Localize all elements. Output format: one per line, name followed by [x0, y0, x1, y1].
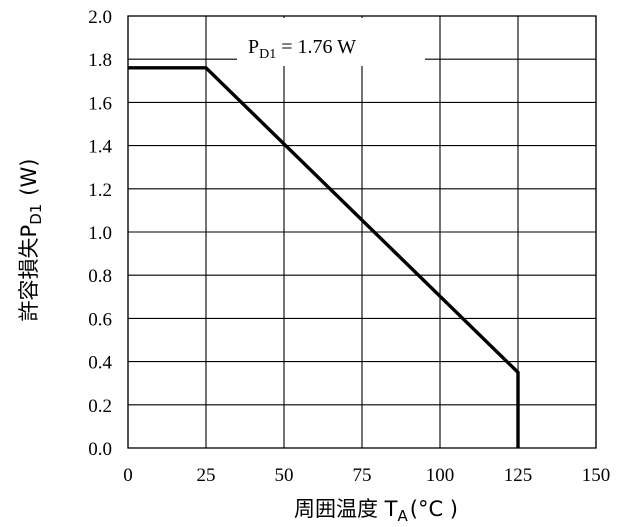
y-axis-title-main: 許容損失P — [17, 225, 41, 322]
annotation-group: PD1 = 1.76 W — [237, 18, 425, 66]
y-tick-label: 1.2 — [88, 180, 112, 201]
x-axis-title-sub: A — [398, 507, 409, 525]
annotation-subscript: D1 — [259, 47, 276, 62]
y-tick-label: 2.0 — [88, 7, 112, 28]
y-axis-title-unit: (W) — [17, 159, 41, 196]
y-tick-label: 1.8 — [88, 50, 112, 71]
annotation-background — [237, 18, 425, 66]
annotation-label: PD1 = 1.76 W — [248, 36, 356, 62]
y-tick-label: 0.8 — [88, 266, 112, 287]
x-tick-label: 150 — [582, 465, 611, 486]
x-tick-label: 100 — [426, 465, 455, 486]
y-tick-label: 0.4 — [88, 353, 112, 374]
x-axis-title: 周囲温度 TA(°C ) — [294, 497, 458, 525]
annotation-main: P — [248, 36, 259, 58]
x-tick-labels: 0 25 50 75 100 125 150 — [123, 465, 610, 486]
y-axis-title-sub: D1 — [27, 204, 45, 225]
y-tick-label: 1.4 — [88, 137, 112, 158]
y-axis-title: 許容損失PD1 (W) — [17, 159, 45, 322]
y-tick-label: 0.6 — [88, 309, 112, 330]
y-tick-label: 0.2 — [88, 396, 112, 417]
grid-lines — [127, 15, 597, 449]
y-tick-label: 1.6 — [88, 93, 112, 114]
series-layer — [128, 66, 520, 448]
x-tick-label: 25 — [197, 465, 216, 486]
y-tick-label: 1.0 — [88, 223, 112, 244]
x-axis-title-unit: (°C ) — [410, 497, 458, 521]
y-tick-label: 0.0 — [88, 439, 112, 460]
annotation-value: = 1.76 W — [276, 36, 356, 58]
x-axis-title-main: 周囲温度 T — [294, 497, 398, 521]
x-tick-label: 0 — [123, 465, 133, 486]
x-tick-label: 125 — [504, 465, 533, 486]
y-tick-labels: 0.0 0.2 0.4 0.6 0.8 1.0 1.2 1.4 1.6 1.8 2.0 — [88, 7, 112, 460]
x-tick-label: 50 — [275, 465, 294, 486]
series-line-0 — [128, 66, 520, 448]
x-tick-label: 75 — [353, 465, 372, 486]
plot-frame — [127, 15, 597, 449]
